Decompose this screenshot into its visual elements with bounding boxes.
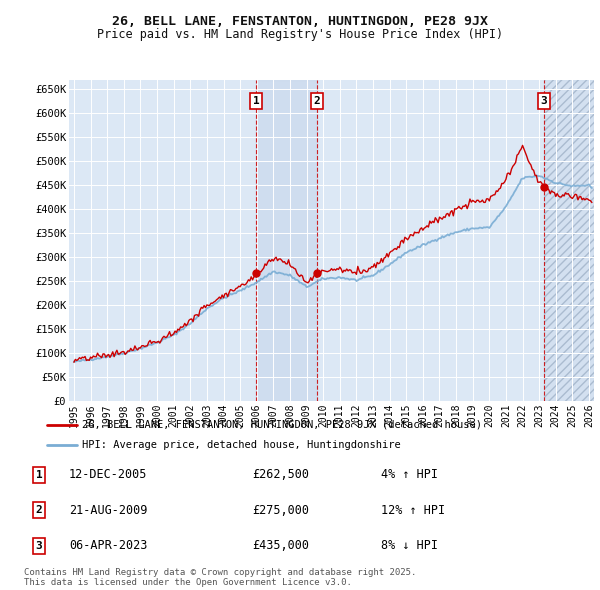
Text: HPI: Average price, detached house, Huntingdonshire: HPI: Average price, detached house, Hunt… — [82, 440, 401, 450]
Text: 8% ↓ HPI: 8% ↓ HPI — [381, 539, 438, 552]
Text: 1: 1 — [253, 96, 259, 106]
Text: £275,000: £275,000 — [252, 504, 309, 517]
Text: 26, BELL LANE, FENSTANTON, HUNTINGDON, PE28 9JX: 26, BELL LANE, FENSTANTON, HUNTINGDON, P… — [112, 15, 488, 28]
Text: 3: 3 — [540, 96, 547, 106]
Text: 2: 2 — [35, 506, 43, 515]
Text: 06-APR-2023: 06-APR-2023 — [69, 539, 148, 552]
Text: 2: 2 — [314, 96, 320, 106]
Bar — [256, 80, 317, 401]
Bar — [544, 80, 594, 401]
Text: 4% ↑ HPI: 4% ↑ HPI — [381, 468, 438, 481]
Text: £262,500: £262,500 — [252, 468, 309, 481]
Text: 1: 1 — [35, 470, 43, 480]
Text: 3: 3 — [35, 541, 43, 550]
Text: 21-AUG-2009: 21-AUG-2009 — [69, 504, 148, 517]
Text: 12% ↑ HPI: 12% ↑ HPI — [381, 504, 445, 517]
Bar — [544, 80, 594, 401]
Text: £435,000: £435,000 — [252, 539, 309, 552]
Text: Contains HM Land Registry data © Crown copyright and database right 2025.
This d: Contains HM Land Registry data © Crown c… — [24, 568, 416, 587]
Text: 26, BELL LANE, FENSTANTON, HUNTINGDON, PE28 9JX (detached house): 26, BELL LANE, FENSTANTON, HUNTINGDON, P… — [82, 420, 482, 430]
Text: 12-DEC-2005: 12-DEC-2005 — [69, 468, 148, 481]
Text: Price paid vs. HM Land Registry's House Price Index (HPI): Price paid vs. HM Land Registry's House … — [97, 28, 503, 41]
